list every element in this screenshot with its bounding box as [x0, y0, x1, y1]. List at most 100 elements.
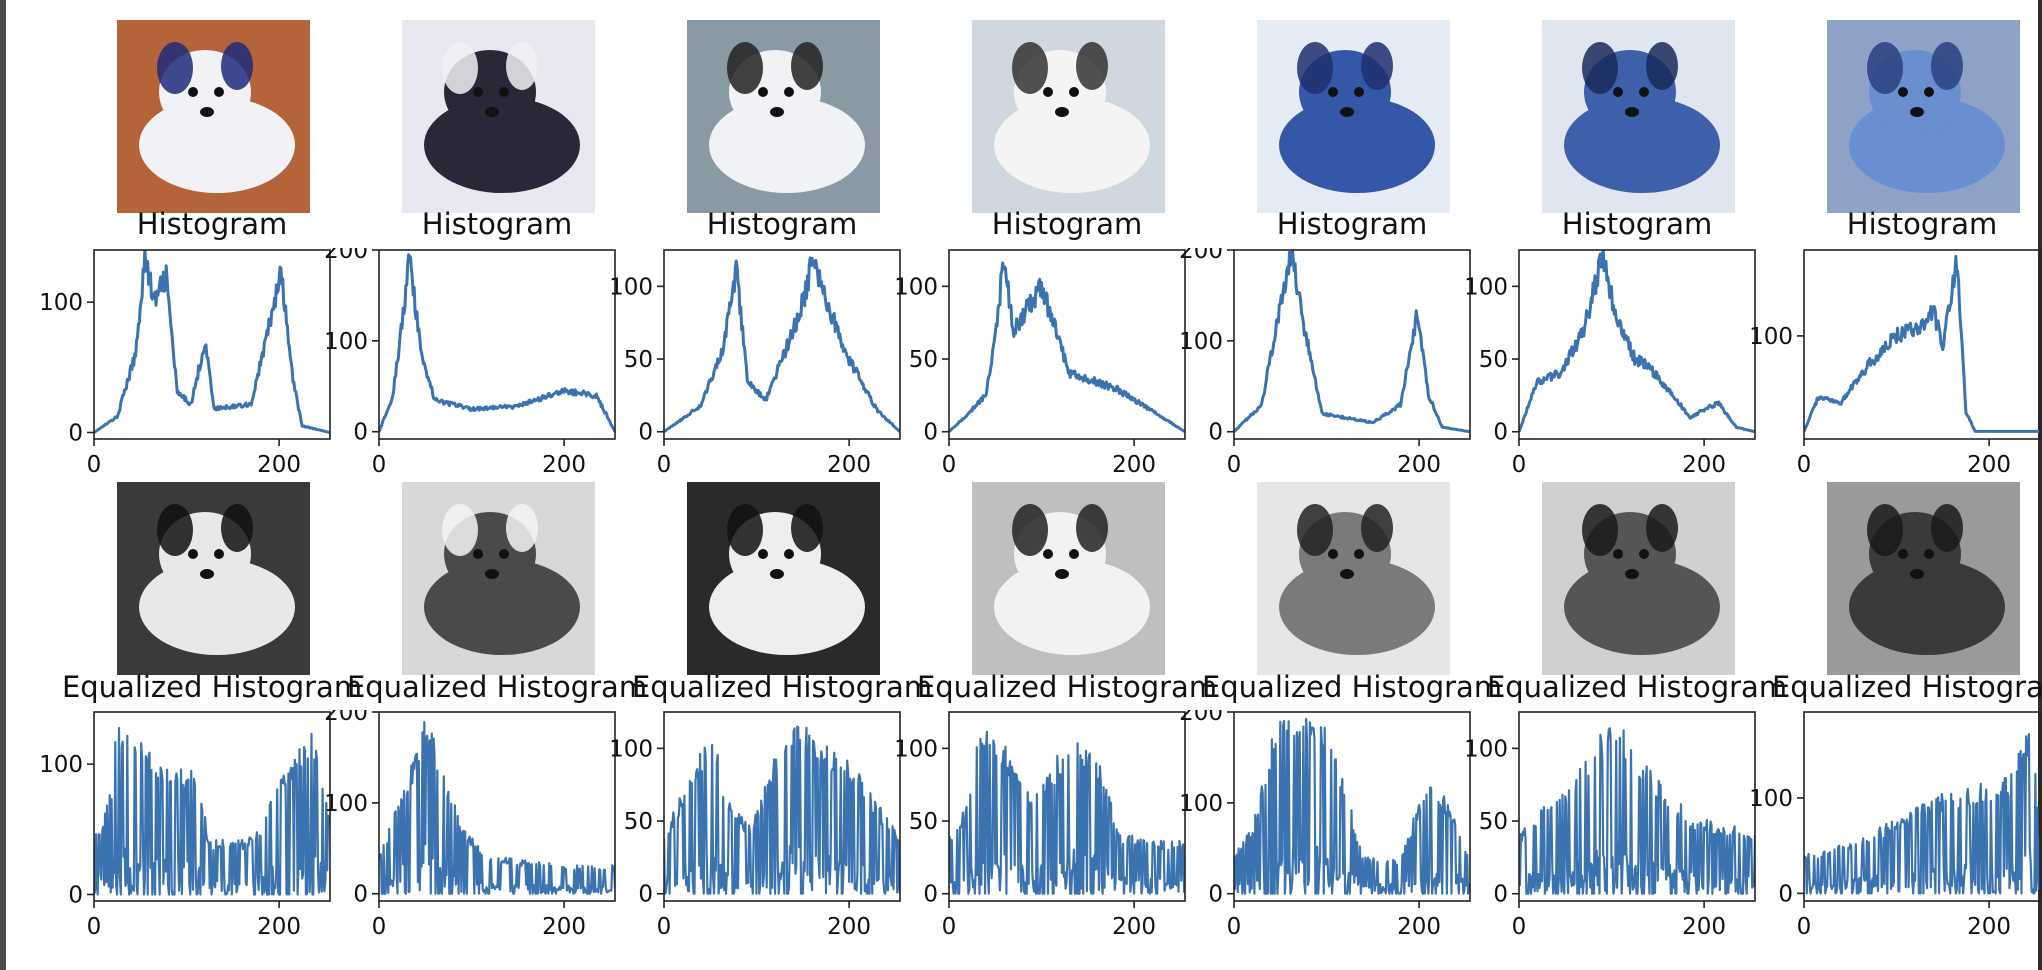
histogram-series-line [379, 722, 615, 894]
dog-eye [1639, 549, 1649, 559]
dog-ear-shape [1646, 504, 1678, 552]
histogram-plot-6: 0 50 100 0 200 [1457, 248, 1759, 491]
dog-ear-shape [1582, 504, 1618, 556]
y-tick-label: 100 [894, 274, 938, 300]
dog-nose [485, 569, 499, 579]
color-photo-white-dog-head-tilted [972, 20, 1165, 213]
dog-ear-shape [221, 504, 253, 552]
equalized-histogram-plot-7: 0 100 0 200 [1742, 710, 2042, 953]
equalized-histogram-plot-4: 0 50 100 0 200 [887, 710, 1189, 953]
y-tick-label: 100 [894, 736, 938, 762]
x-tick-label: 0 [87, 914, 102, 940]
plot-frame [1804, 250, 2040, 439]
equalized-histogram-plot-1: 0 100 0 200 [32, 710, 334, 953]
histogram-series-line [94, 248, 330, 433]
y-tick-label: 50 [624, 809, 653, 835]
dog-ear-shape [506, 42, 538, 90]
dog-eye [758, 87, 768, 97]
dog-nose [1340, 107, 1354, 117]
dog-eye [1354, 549, 1364, 559]
y-tick-label: 200 [1179, 248, 1223, 264]
dog-ear-shape [727, 504, 763, 556]
y-tick-label: 50 [909, 809, 938, 835]
histogram-plot-7: 100 0 200 [1742, 248, 2042, 491]
dog-ear-shape [1297, 504, 1333, 556]
x-tick-label: 0 [657, 452, 672, 478]
color-photo-papillon-dog-lying-on-floor [117, 20, 310, 213]
x-tick-label: 200 [1682, 452, 1726, 478]
x-tick-label: 200 [1397, 452, 1441, 478]
dog-ear-shape [1582, 42, 1618, 94]
dog-nose [770, 107, 784, 117]
histogram-plot-2: 0 100 200 0 200 [317, 248, 619, 491]
histogram-series-line [949, 732, 1185, 894]
histogram-plot-3: 0 50 100 0 200 [602, 248, 904, 491]
dog-eye [1069, 549, 1079, 559]
plot-frame [379, 250, 615, 439]
dog-ear-shape [727, 42, 763, 94]
equalized-histogram-title-7: Equalized Histogram [1722, 671, 2042, 703]
x-tick-label: 0 [1227, 914, 1242, 940]
y-tick-label: 100 [609, 736, 653, 762]
x-tick-label: 0 [657, 914, 672, 940]
dog-nose [770, 569, 784, 579]
y-tick-label: 100 [1179, 329, 1223, 355]
grayscale-photo-large-dog-lying-down [1542, 482, 1735, 675]
x-tick-label: 200 [1112, 914, 1156, 940]
dog-ear-shape [1297, 42, 1333, 94]
dog-nose [200, 107, 214, 117]
y-tick-label: 100 [324, 791, 368, 817]
dog-ear-shape [506, 504, 538, 552]
dog-eye [758, 549, 768, 559]
dog-ear-shape [442, 504, 478, 556]
dog-nose [200, 569, 214, 579]
color-photo-black-white-papillon-face [402, 20, 595, 213]
y-tick-label: 0 [923, 882, 938, 908]
plot-frame [1519, 250, 1755, 439]
y-tick-label: 0 [353, 420, 368, 446]
dog-eye [1639, 87, 1649, 97]
dog-eye [1613, 87, 1623, 97]
dog-eye [499, 549, 509, 559]
x-tick-label: 0 [942, 452, 957, 478]
x-tick-label: 0 [1512, 914, 1527, 940]
dog-ear-shape [791, 504, 823, 552]
dog-eye [214, 87, 224, 97]
x-tick-label: 0 [372, 914, 387, 940]
x-tick-label: 0 [1512, 452, 1527, 478]
y-tick-label: 100 [609, 274, 653, 300]
y-tick-label: 100 [1749, 324, 1793, 350]
dog-eye [1613, 549, 1623, 559]
histogram-series-line [664, 258, 900, 432]
x-tick-label: 0 [942, 914, 957, 940]
dog-ear-shape [1867, 504, 1903, 556]
x-tick-label: 200 [1967, 452, 2011, 478]
y-tick-label: 0 [1493, 420, 1508, 446]
histogram-series-line [664, 727, 900, 894]
x-tick-label: 0 [1227, 452, 1242, 478]
histogram-plot-5: 0 100 200 0 200 [1172, 248, 1474, 491]
y-tick-label: 50 [1479, 809, 1508, 835]
y-tick-label: 0 [1208, 882, 1223, 908]
y-tick-label: 50 [909, 347, 938, 373]
dog-eye [1069, 87, 1079, 97]
y-tick-label: 200 [1179, 710, 1223, 726]
dog-eye [1043, 549, 1053, 559]
dog-eye [188, 87, 198, 97]
equalized-histogram-plot-2: 0 100 200 0 200 [317, 710, 619, 953]
y-tick-label: 0 [1493, 882, 1508, 908]
dog-nose [1910, 569, 1924, 579]
histogram-series-line [1519, 728, 1755, 893]
x-tick-label: 0 [1797, 914, 1812, 940]
dog-eye [473, 87, 483, 97]
dog-eye [214, 549, 224, 559]
x-tick-label: 200 [257, 452, 301, 478]
y-tick-label: 50 [1479, 347, 1508, 373]
x-tick-label: 200 [827, 452, 871, 478]
dog-ear-shape [1361, 504, 1393, 552]
dog-nose [1910, 107, 1924, 117]
grayscale-photo-black-white-papillon-face [402, 482, 595, 675]
dog-ear-shape [157, 504, 193, 556]
dog-eye [473, 549, 483, 559]
dog-eye [1898, 549, 1908, 559]
